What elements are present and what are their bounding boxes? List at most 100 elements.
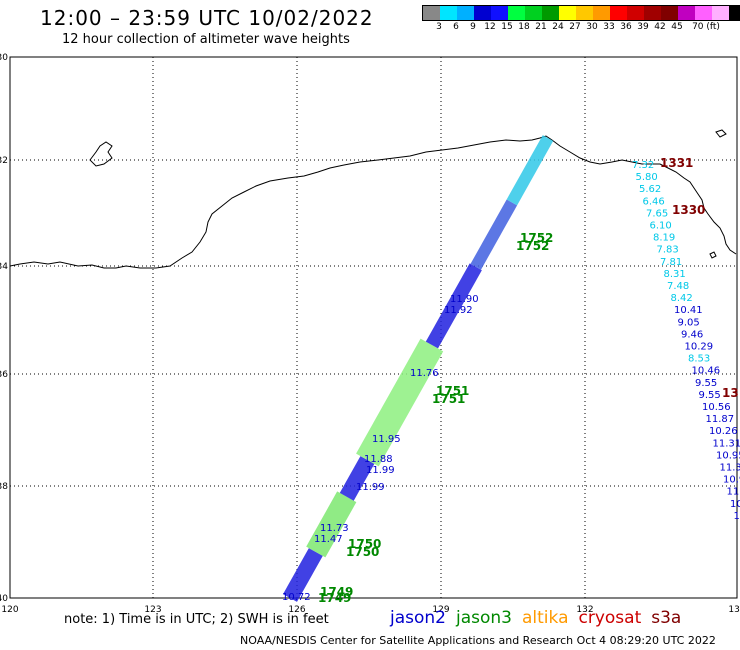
wave-height-label: 11.87 xyxy=(706,414,735,425)
track-segment xyxy=(506,135,554,206)
island-small xyxy=(715,129,727,138)
legend-color-bar xyxy=(422,5,740,21)
legend-swatch xyxy=(661,6,678,20)
lat-label: -34 xyxy=(0,262,8,272)
wave-height-label: 11.73 xyxy=(320,523,349,534)
footer-credit: NOAA/NESDIS Center for Satellite Applica… xyxy=(240,634,716,647)
lat-label: -40 xyxy=(0,594,8,604)
legend-label: 18 xyxy=(518,22,530,32)
map-grid: -30 -32 -34 -36 -38 -40120 123 126 129 132 135 xyxy=(0,53,740,615)
legend-swatch xyxy=(644,6,661,20)
legend-label: 36 xyxy=(620,22,632,32)
legend-swatch xyxy=(423,6,440,20)
legend-swatch xyxy=(712,6,729,20)
wave-height-label: 11.76 xyxy=(410,368,439,379)
legend-label: 27 xyxy=(569,22,581,32)
wave-height-label: 11.47 xyxy=(314,534,343,545)
wave-height-label: 7.83 xyxy=(657,245,679,256)
legend-label: 3 xyxy=(436,22,442,32)
lat-label: -38 xyxy=(0,482,8,492)
track-segment xyxy=(339,456,375,501)
legend-swatch xyxy=(695,6,712,20)
wave-height-label: 9.05 xyxy=(678,317,700,328)
legend-label: 33 xyxy=(603,22,615,32)
legend-label: 12 xyxy=(484,22,496,32)
legend-swatch xyxy=(525,6,542,20)
island xyxy=(89,141,113,167)
legend-label: 39 xyxy=(637,22,649,32)
wave-height-label: 8.53 xyxy=(688,354,710,365)
wave-height-label: 9.55 xyxy=(695,378,717,389)
lat-label: -36 xyxy=(0,370,8,380)
satellite-altika: altika xyxy=(522,608,569,628)
legend-swatch xyxy=(678,6,695,20)
pass-time-label: 1752 xyxy=(520,231,553,245)
color-legend: 3 6 9 12 15 18 21 24 27 30 33 36 39 42 45 70 (ft) xyxy=(422,5,740,35)
lon-label: 126 xyxy=(288,605,305,615)
track-segment xyxy=(470,199,518,270)
wave-height-label: 7.48 xyxy=(667,281,689,292)
wave-height-label: 11.92 xyxy=(444,305,473,316)
map-subtitle: 12 hour collection of altimeter wave hei… xyxy=(62,32,350,47)
wave-height-label: 9.46 xyxy=(681,329,703,340)
wave-height-label: 6.10 xyxy=(650,221,672,232)
legend-swatch xyxy=(474,6,491,20)
pass-time-label: 13 xyxy=(722,386,739,400)
legend-label: 42 xyxy=(654,22,666,32)
wave-height-label: 7.65 xyxy=(646,208,668,219)
legend-label: 70 (ft) xyxy=(692,22,720,32)
legend-swatch xyxy=(610,6,627,20)
satellite-jason3: jason3 xyxy=(456,608,512,628)
pass-time-label: 1751 xyxy=(432,392,465,406)
wave-height-label: 10.26 xyxy=(709,426,738,437)
pass-time-label: 1750 xyxy=(348,537,381,551)
wave-height-label: 10.56 xyxy=(702,402,731,413)
wave-height-label: 10.95 xyxy=(716,450,740,461)
wave-height-label: 11.90 xyxy=(450,294,479,305)
wave-height-label: 11.07 xyxy=(727,487,740,498)
lon-label: 135 xyxy=(728,605,740,615)
legend-label: 30 xyxy=(586,22,598,32)
wave-height-label: 11.99 xyxy=(356,482,385,493)
track-segment xyxy=(283,548,323,602)
wave-height-label: 11.8 xyxy=(734,511,740,522)
legend-swatch xyxy=(627,6,644,20)
wave-height-label: 10.46 xyxy=(692,366,721,377)
wave-height-label: 5.62 xyxy=(639,184,661,195)
footer-note: note: 1) Time is in UTC; 2) SWH is in fe… xyxy=(64,612,329,627)
pass-time-label: 1749 xyxy=(320,585,353,599)
lon-label: 123 xyxy=(144,605,161,615)
track-labels: 11.9011.9211.7611.9511.8811.9911.9911.73… xyxy=(282,156,740,605)
wave-height-label: 10.29 xyxy=(685,342,714,353)
lon-label: 120 xyxy=(1,605,18,615)
wave-height-label: 7.81 xyxy=(660,257,682,268)
satellite-cryosat: cryosat xyxy=(578,608,642,628)
track-segment xyxy=(356,338,444,467)
legend-label: 6 xyxy=(453,22,459,32)
satellite-jason2: jason2 xyxy=(390,608,446,628)
legend-labels: 3 6 9 12 15 18 21 24 27 30 33 36 39 42 45 70 (ft) xyxy=(422,21,740,35)
pass-time-label: 1330 xyxy=(672,203,705,217)
lat-label: -30 xyxy=(0,53,8,63)
wave-height-label: 11.95 xyxy=(372,434,401,445)
legend-label: 45 xyxy=(671,22,683,32)
track-segment xyxy=(425,263,482,349)
legend-swatch xyxy=(729,6,740,20)
legend-swatch xyxy=(491,6,508,20)
wave-height-label: 5.80 xyxy=(636,172,658,183)
coastline xyxy=(9,135,737,269)
wave-height-label: 7.32 xyxy=(632,160,654,171)
legend-swatch xyxy=(542,6,559,20)
pass-time-label: 1751 xyxy=(436,384,469,398)
wave-height-label: 10.73 xyxy=(730,499,740,510)
wave-height-label: 6.46 xyxy=(643,196,665,207)
legend-swatch xyxy=(457,6,474,20)
satellite-tracks xyxy=(283,135,554,602)
wave-height-label: 10.41 xyxy=(674,305,703,316)
legend-swatch xyxy=(559,6,576,20)
wave-height-label: 11.31 xyxy=(713,438,740,449)
wave-height-label: 11.99 xyxy=(366,465,395,476)
wave-height-label: 11.34 xyxy=(720,463,740,474)
wave-height-label: 8.42 xyxy=(671,293,693,304)
